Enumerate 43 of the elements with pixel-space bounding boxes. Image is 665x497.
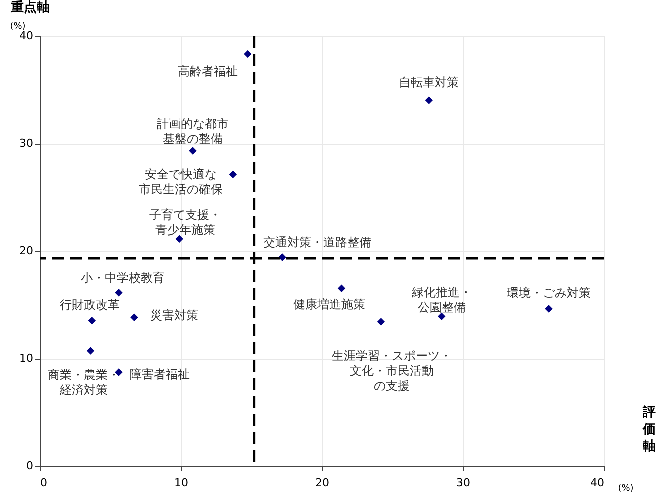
x-tick-label: 40 (590, 476, 604, 490)
point (115, 368, 123, 376)
point (545, 305, 553, 313)
annotation: 商業・農業・経済対策 (48, 368, 120, 397)
annotation: 健康増進施策 (294, 298, 366, 312)
text: (%) (10, 22, 26, 32)
point (88, 317, 96, 325)
y-tick-label: 40 (20, 30, 34, 42)
point (438, 312, 446, 320)
point (338, 284, 346, 292)
annotation: 生涯学習・スポーツ・文化・市民活動の支援 (332, 348, 452, 393)
point (189, 147, 197, 155)
y-tick-label: 0 (26, 460, 34, 472)
x-axis-title: 評価軸 (642, 404, 656, 454)
annotation: 計画的な都市基盤の整備 (156, 117, 229, 146)
y-axis-title: 重点軸 (10, 0, 50, 16)
annotation: 小・中学校教育 (80, 270, 165, 285)
annotation: 高齢者福祉 (178, 64, 238, 78)
annotation: 自転車対策 (399, 76, 460, 90)
annotation: 行財政改革 (60, 298, 120, 312)
x-tick-label: 0 (40, 476, 48, 490)
y-tick-label: 30 (20, 137, 34, 150)
point (229, 170, 238, 179)
annotation: 障害者福祉 (130, 367, 190, 382)
y-tick-label: 10 (20, 352, 34, 365)
annotation: 災害対策 (150, 308, 198, 323)
x-tick-label: 20 (316, 476, 330, 490)
annotation: 緑化推進・公園整備 (410, 286, 472, 315)
annotation: 子育て支援・青少年施策 (150, 208, 222, 238)
x-tick-label: 30 (456, 476, 470, 490)
point (115, 289, 123, 297)
point (244, 50, 252, 58)
point (278, 254, 286, 262)
y-tick-label: 20 (20, 244, 34, 258)
annotation: 交通対策・道路整備 (264, 235, 372, 250)
annotation: 環境・ごみ対策 (507, 286, 592, 300)
point (130, 314, 138, 322)
x-tick-label: 10 (174, 476, 188, 490)
text: (%) (618, 484, 634, 494)
point (86, 347, 95, 355)
point (425, 96, 434, 104)
annotation: 安全で快適な市民生活の確保 (139, 168, 224, 197)
point (377, 318, 386, 326)
